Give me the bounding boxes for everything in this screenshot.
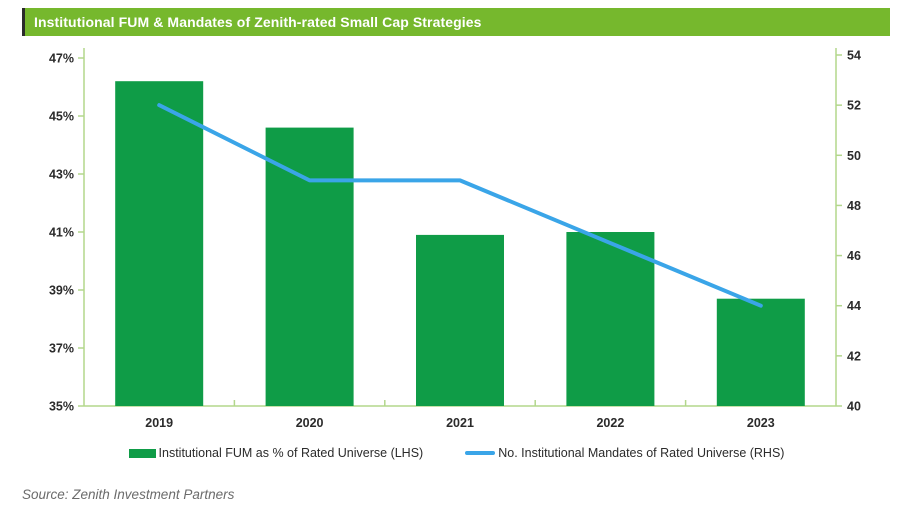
right-axis-tick-label: 52	[847, 99, 861, 113]
chart-title-bar: Institutional FUM & Mandates of Zenith-r…	[22, 8, 890, 36]
fum-bar-series	[115, 81, 805, 406]
chart-title: Institutional FUM & Mandates of Zenith-r…	[34, 14, 482, 30]
fum-bar	[566, 232, 655, 406]
x-axis-category-label: 2020	[296, 416, 324, 430]
left-axis-tick-label: 35%	[49, 400, 74, 414]
source-note: Source: Zenith Investment Partners	[22, 487, 235, 502]
axis-tick-labels: 47% 45% 43% 41% 39% 37% 35% 54 52 50 48 46 44 42 40 201…	[49, 49, 861, 431]
x-axis-category-label: 2022	[596, 416, 624, 430]
fum-bar	[115, 81, 204, 406]
left-axis-tick-label: 43%	[49, 168, 74, 182]
x-axis-category-label: 2023	[747, 416, 775, 430]
left-axis-tick-label: 45%	[49, 110, 74, 124]
fum-bar	[416, 234, 504, 406]
right-axis-tick-label: 44	[847, 299, 861, 313]
line-series-swatch-icon	[465, 451, 496, 455]
right-axis-tick-label: 42	[847, 349, 861, 363]
right-axis-tick-label: 40	[847, 400, 861, 414]
x-axis-category-label: 2021	[446, 416, 474, 430]
left-axis-tick-label: 47%	[49, 52, 74, 66]
right-axis-tick-label: 48	[847, 199, 861, 213]
left-axis-tick-label: 41%	[49, 226, 74, 240]
legend-item-mandates: No. Institutional Mandates of Rated Univ…	[465, 446, 784, 460]
right-axis-tick-label: 46	[847, 249, 861, 263]
left-axis-tick-label: 37%	[49, 342, 74, 356]
bar-series-swatch-icon	[128, 448, 156, 458]
mandates-line-series	[157, 103, 763, 308]
fum-bar	[265, 127, 354, 406]
right-axis-tick-label: 50	[847, 149, 861, 163]
right-axis-tick-label: 54	[847, 49, 861, 63]
x-axis-category-label: 2019	[145, 416, 173, 430]
legend-label-mandates: No. Institutional Mandates of Rated Univ…	[498, 446, 785, 460]
left-axis-tick-label: 39%	[49, 284, 74, 298]
axes	[78, 48, 842, 407]
fum-bar	[716, 298, 805, 406]
chart-legend: Institutional FUM as % of Rated Universe…	[0, 446, 913, 460]
legend-item-fum: Institutional FUM as % of Rated Universe…	[128, 446, 424, 460]
legend-label-fum: Institutional FUM as % of Rated Universe…	[158, 446, 424, 460]
